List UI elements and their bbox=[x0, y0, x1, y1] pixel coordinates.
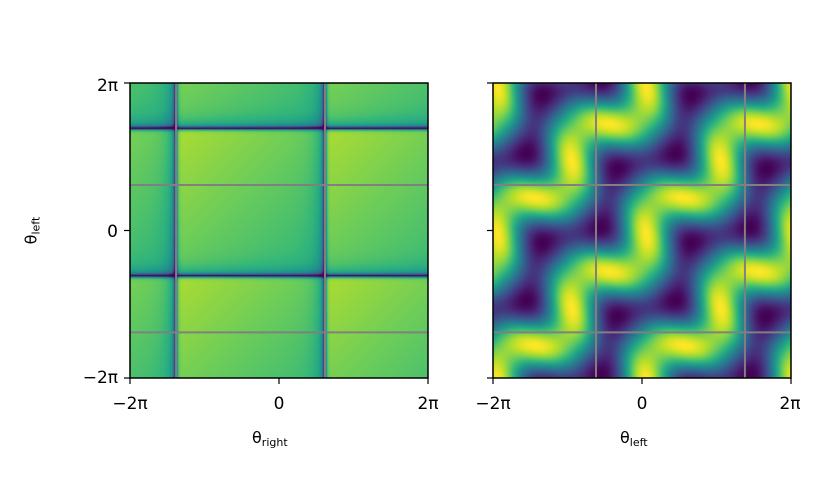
left-ytick-label: −2π bbox=[82, 368, 118, 388]
left-heatmap-axes bbox=[124, 82, 429, 384]
left-heatmap-image bbox=[130, 83, 428, 378]
right-heatmap-axes bbox=[487, 82, 792, 384]
axes-frame bbox=[492, 82, 792, 379]
right-xtick-label: 0 bbox=[636, 394, 648, 414]
right-heatmap-image bbox=[493, 83, 791, 378]
right-xtick-label: −2π bbox=[475, 394, 511, 414]
left-x-axis-label: θright bbox=[252, 428, 288, 449]
left-xtick-label: 2π bbox=[417, 394, 439, 414]
axes-frame bbox=[129, 82, 429, 379]
left-ytick-label: 0 bbox=[107, 222, 118, 242]
left-xtick-label: 0 bbox=[273, 394, 285, 414]
right-x-axis-label: θleft bbox=[620, 428, 648, 449]
right-xtick-label: 2π bbox=[779, 394, 801, 414]
left-ytick-label: 2π bbox=[96, 76, 118, 96]
left-y-axis-label: θleft bbox=[21, 216, 43, 245]
right-heatmap-overlay bbox=[487, 82, 792, 384]
left-heatmap-overlay bbox=[124, 82, 429, 384]
left-xtick-label: −2π bbox=[112, 394, 148, 414]
